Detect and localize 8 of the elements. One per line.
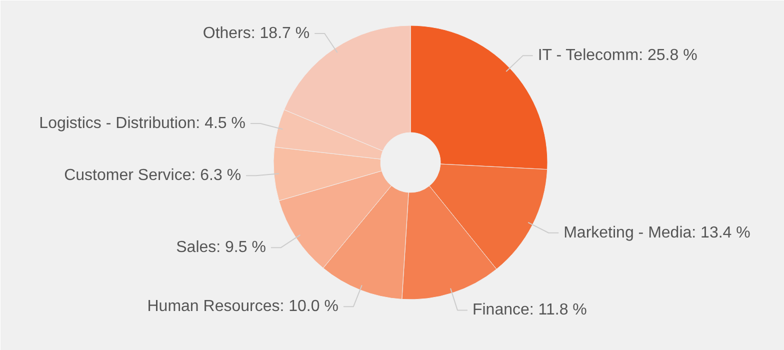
slice-label: Customer Service: 6.3 % xyxy=(64,167,242,184)
slice-label: Finance: 11.8 % xyxy=(472,302,587,319)
slice-label: Others: 18.7 % xyxy=(202,24,310,42)
slice-label: Marketing - Media: 13.4 % xyxy=(564,224,750,242)
slice-label: Logistics - Distribution: 4.5 % xyxy=(39,114,246,132)
slice-label: Sales: 9.5 % xyxy=(176,239,266,256)
slice-label: IT - Telecomm: 25.8 % xyxy=(538,47,698,64)
slice-label: Human Resources: 10.0 % xyxy=(147,298,338,316)
